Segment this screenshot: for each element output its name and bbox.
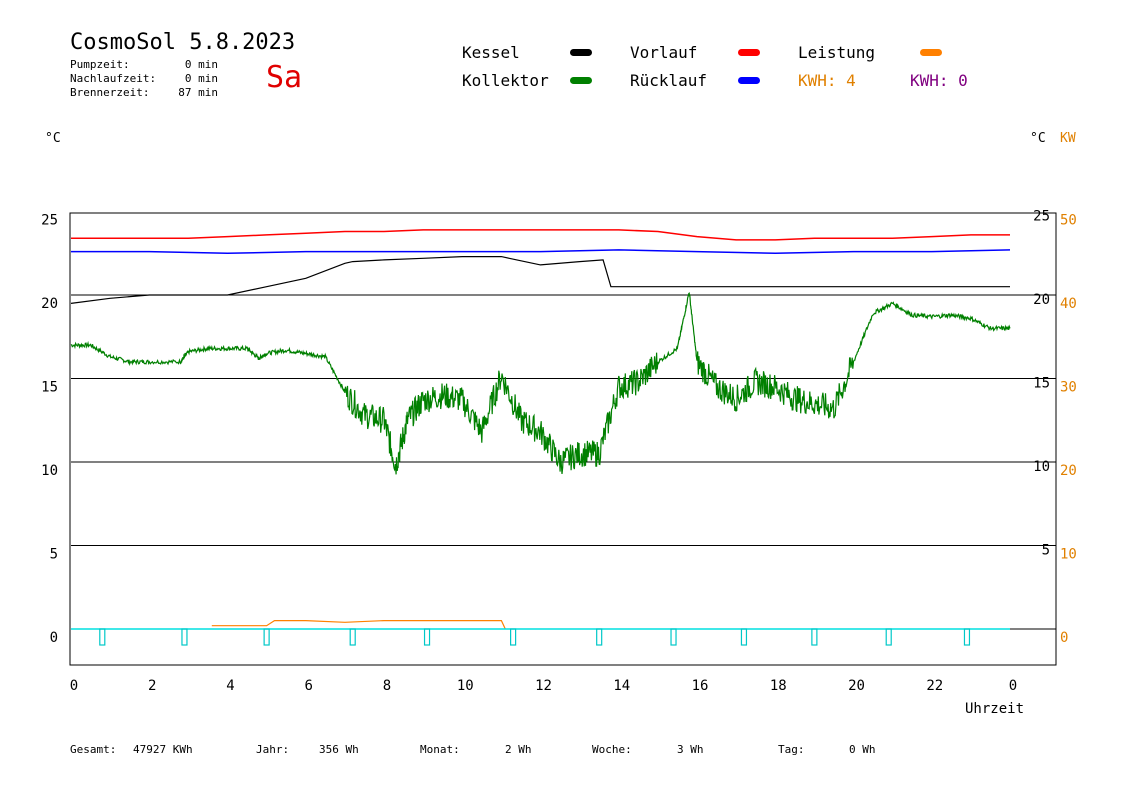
footer-woche-value: 3 Wh: [677, 743, 704, 756]
legend-kessel-label: Kessel: [462, 43, 520, 62]
pump-marker: [510, 628, 517, 646]
legend-leistung-swatch: [920, 49, 942, 56]
footer-gesamt-label: Gesamt:: [70, 743, 117, 756]
y-kw-tick-label: 10: [1060, 547, 1077, 563]
pump-marker: [99, 628, 106, 646]
y-left-tick-label: 25: [41, 213, 58, 229]
footer-tag-label: Tag:: [778, 743, 805, 756]
y-kw-tick-label: 50: [1060, 213, 1077, 229]
y-kw-tick-label: 20: [1060, 463, 1077, 479]
legend-ruecklauf-label: Rücklauf: [630, 71, 708, 90]
footer-monat-label: Monat:: [420, 743, 460, 756]
pump-marker: [596, 628, 603, 646]
series-line-ruecklauf: [71, 249, 1011, 255]
pump-marker: [670, 628, 677, 646]
series-line-kessel: [70, 256, 1010, 304]
footer-woche-label: Woche:: [592, 743, 632, 756]
y-right-tick-label: 5: [1042, 543, 1050, 559]
pump-marker: [181, 628, 188, 646]
pump-marker: [885, 628, 892, 646]
legend-kessel-swatch: [570, 49, 592, 56]
stat-pumpzeit-value: 0 min: [184, 58, 218, 71]
footer-gesamt-value: 47927 KWh: [133, 743, 193, 756]
y-kw-tick-label: 30: [1060, 380, 1077, 396]
legend-ruecklauf-swatch: [738, 77, 760, 84]
x-tick-label: 0: [70, 678, 78, 694]
y-left-tick-label: 0: [50, 630, 58, 646]
marker-group: [71, 628, 1056, 646]
x-tick-label: 16: [692, 678, 709, 694]
series-line-leistung: [211, 619, 506, 630]
stat-pumpzeit-label: Pumpzeit:: [70, 58, 130, 71]
legend-kwh-burner: KWH: 0: [910, 71, 968, 90]
pump-marker: [963, 628, 971, 646]
chart-title: CosmoSol 5.8.2023: [70, 30, 296, 55]
series-line-vorlauf: [71, 229, 1010, 241]
pump-marker: [349, 628, 356, 646]
x-axis-label: Uhrzeit: [965, 701, 1025, 717]
footer-monat-value: 2 Wh: [505, 743, 532, 756]
legend-vorlauf-label: Vorlauf: [630, 43, 698, 62]
x-tick-label: 8: [383, 678, 391, 694]
y-left-tick-label: 5: [50, 547, 58, 563]
right-axis-unit: °C: [1030, 131, 1046, 146]
x-tick-label: 18: [770, 678, 787, 694]
y-kw-tick-label: 0: [1060, 630, 1068, 646]
y-left-tick-label: 20: [41, 296, 58, 312]
y-left-tick-label: 10: [41, 463, 58, 479]
x-tick-label: 10: [457, 678, 474, 694]
pump-marker: [740, 628, 748, 646]
y-kw-tick-label: 40: [1060, 296, 1077, 312]
footer-jahr-label: Jahr:: [256, 743, 290, 756]
y-right-tick-label: 20: [1033, 292, 1050, 308]
x-tick-label: 6: [305, 678, 313, 694]
stat-nachlaufzeit-label: Nachlaufzeit:: [70, 72, 157, 85]
x-tick-label: 12: [535, 678, 552, 694]
y-right-tick-label: 10: [1033, 459, 1050, 475]
x-tick-label: 22: [926, 678, 943, 694]
stat-brennerzeit-label: Brennerzeit:: [70, 86, 150, 99]
tick-labels: 0 5 10 15 20 25 5 10 15 20 25 0 10 20 30 40 50 0 2 4 6 8 10 12 1…: [41, 209, 1077, 695]
x-tick-label: 0: [1009, 678, 1017, 694]
right-axis-unit-kw: KW: [1060, 131, 1076, 146]
x-tick-label: 2: [148, 678, 156, 694]
legend-kwh-solar: KWH: 4: [798, 71, 856, 90]
legend-kollektor-label: Kollektor: [462, 71, 549, 90]
legend-leistung-label: Leistung: [798, 43, 876, 62]
footer-tag-value: 0 Wh: [849, 743, 876, 756]
y-right-tick-label: 15: [1033, 376, 1050, 392]
pump-marker: [423, 628, 431, 646]
legend-vorlauf-swatch: [738, 49, 760, 56]
y-right-tick-label: 25: [1033, 209, 1050, 225]
x-tick-label: 14: [613, 678, 630, 694]
series-line-kollektor: [70, 292, 1011, 475]
x-tick-label: 20: [848, 678, 865, 694]
pump-marker: [811, 628, 818, 646]
pump-marker: [263, 628, 270, 646]
grid-lines: [71, 294, 1056, 630]
footer-jahr-value: 356 Wh: [319, 743, 359, 756]
left-axis-unit: °C: [45, 131, 61, 146]
legend-kollektor-swatch: [570, 77, 592, 84]
plot-frame: [69, 212, 1057, 666]
day-label: Sa: [266, 60, 303, 95]
x-tick-label: 4: [226, 678, 234, 694]
y-left-tick-label: 15: [41, 380, 58, 396]
series-group: [70, 229, 1011, 630]
stat-brennerzeit-value: 87 min: [178, 86, 218, 99]
stat-nachlaufzeit-value: 0 min: [184, 72, 218, 85]
